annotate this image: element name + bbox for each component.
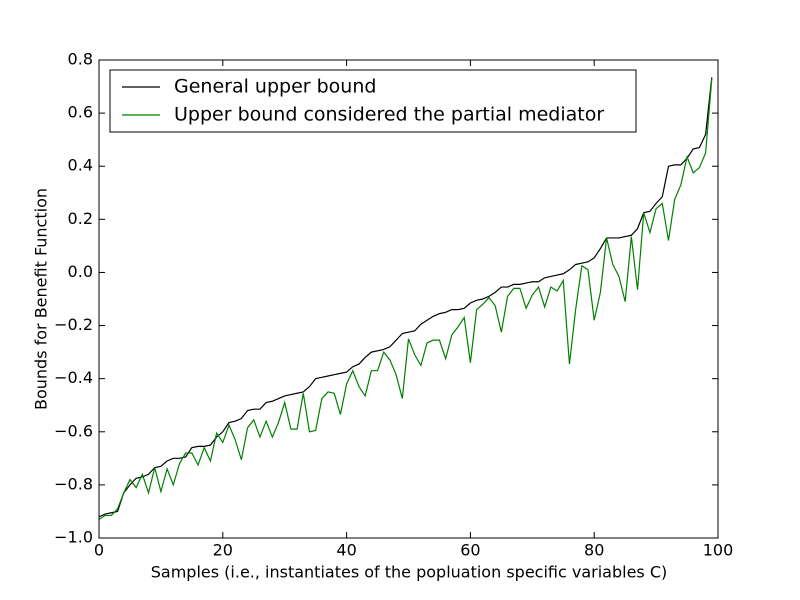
y-tick-label: 0.2 <box>68 209 93 228</box>
x-tick-label: 100 <box>703 541 734 560</box>
y-tick-label: −0.6 <box>54 421 93 440</box>
x-tick-label: 60 <box>460 541 480 560</box>
y-tick-label: −0.4 <box>54 368 93 387</box>
legend-box <box>109 69 637 133</box>
x-tick-label: 40 <box>336 541 356 560</box>
legend-label: General upper bound <box>174 76 376 98</box>
y-tick-label: 0.0 <box>68 262 93 281</box>
x-tick-label: 0 <box>94 541 104 560</box>
y-axis-label: Bounds for Benefit Function <box>32 188 51 410</box>
y-tick-label: −1.0 <box>54 528 93 547</box>
x-axis-label: Samples (i.e., instantiates of the poplu… <box>151 563 668 582</box>
y-tick-label: 0.8 <box>68 50 93 69</box>
series-line <box>98 77 713 518</box>
y-tick-label: 0.6 <box>68 103 93 122</box>
y-tick-label: −0.8 <box>54 474 93 493</box>
plot-frame <box>98 59 719 539</box>
x-tick-label: 80 <box>584 541 604 560</box>
legend-label: Upper bound considered the partial media… <box>174 104 604 126</box>
y-tick-label: 0.4 <box>68 156 93 175</box>
x-tick-label: 20 <box>213 541 233 560</box>
y-tick-label: −0.2 <box>54 315 93 334</box>
series-line <box>98 78 713 520</box>
